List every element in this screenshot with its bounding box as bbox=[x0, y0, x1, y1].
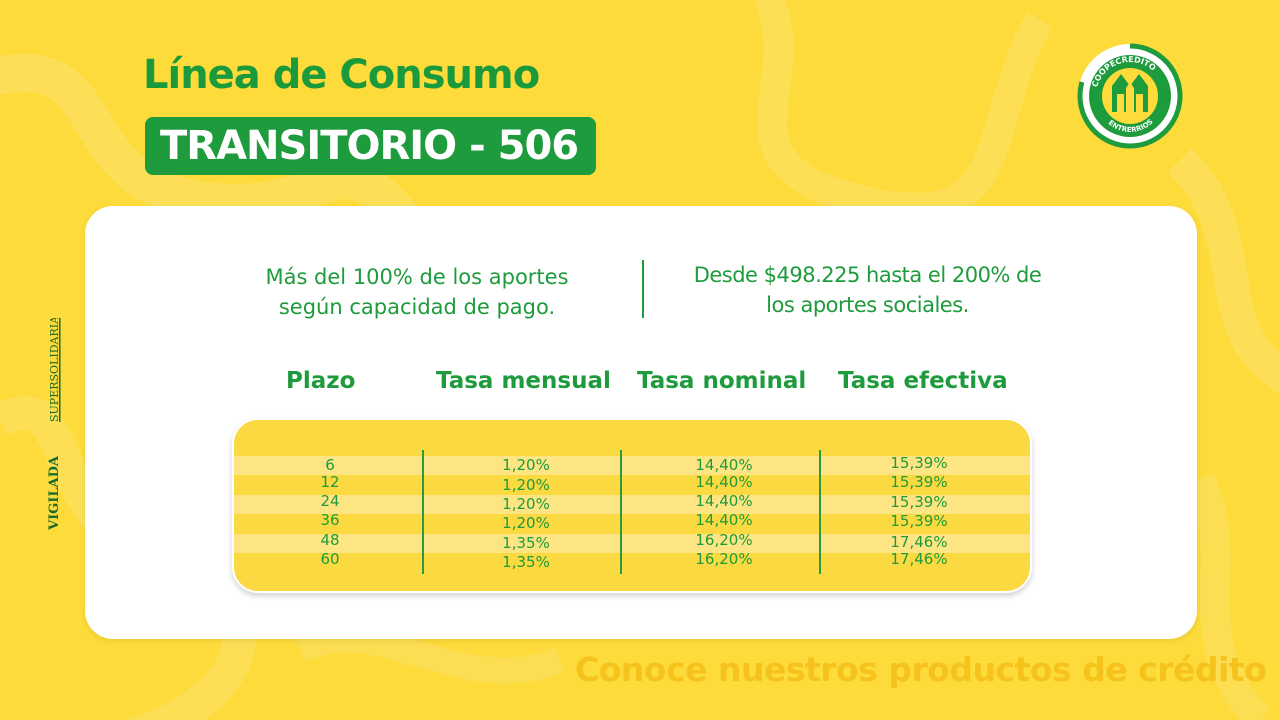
cell-nominal: 14,40% bbox=[695, 473, 753, 491]
table-column-divider bbox=[819, 450, 821, 574]
cell-mensual: 1,35% bbox=[502, 534, 550, 552]
cell-efectiva: 15,39% bbox=[890, 473, 948, 491]
cell-mensual: 1,20% bbox=[502, 456, 550, 474]
vigilada-text: VIGILADA bbox=[47, 455, 62, 530]
info-right-line1: Desde $498.225 hasta el 200% de bbox=[693, 263, 1042, 287]
product-code-title: TRANSITORIO - 506 bbox=[160, 123, 579, 169]
info-left-line1: Más del 100% de los aportes bbox=[265, 265, 569, 289]
cell-plazo: 6 bbox=[325, 456, 335, 474]
page-title: Línea de Consumo bbox=[143, 52, 540, 98]
header-tasa-nominal: Tasa nominal bbox=[637, 368, 807, 394]
cell-efectiva: 15,39% bbox=[890, 454, 948, 472]
cell-mensual: 1,20% bbox=[502, 476, 550, 494]
table-column-divider bbox=[620, 450, 622, 574]
cell-efectiva: 15,39% bbox=[890, 493, 948, 511]
info-left-line2: según capacidad de pago. bbox=[278, 295, 556, 319]
cell-plazo: 24 bbox=[320, 492, 340, 510]
info-divider bbox=[642, 260, 644, 318]
cell-nominal: 14,40% bbox=[695, 492, 753, 510]
cell-mensual: 1,20% bbox=[502, 514, 550, 532]
cell-plazo: 60 bbox=[320, 550, 340, 568]
cell-nominal: 16,20% bbox=[695, 531, 753, 549]
coopecredito-logo-icon: COOPECREDITO ENTRERRIOS bbox=[1077, 43, 1183, 149]
header-tasa-mensual: Tasa mensual bbox=[436, 368, 611, 394]
footer-tagline: Conoce nuestros productos de crédito bbox=[575, 650, 1267, 689]
table-stripe bbox=[234, 495, 1030, 514]
header-tasa-efectiva: Tasa efectiva bbox=[838, 368, 1008, 394]
cell-efectiva: 17,46% bbox=[890, 533, 948, 551]
info-right-line2: los aportes sociales. bbox=[766, 293, 969, 317]
cell-nominal: 16,20% bbox=[695, 550, 753, 568]
cell-plazo: 36 bbox=[320, 511, 340, 529]
vigilada-badge: VIGILADA SUPERSOLIDARIA bbox=[47, 318, 62, 530]
rates-table: 6 1,20% 14,40% 15,39% 12 1,20% 14,40% 15… bbox=[232, 418, 1032, 593]
header-plazo: Plazo bbox=[286, 368, 356, 394]
cell-nominal: 14,40% bbox=[695, 456, 753, 474]
table-column-divider bbox=[422, 450, 424, 574]
supersolidaria-text: SUPERSOLIDARIA bbox=[48, 318, 61, 422]
cell-nominal: 14,40% bbox=[695, 511, 753, 529]
cell-plazo: 12 bbox=[320, 473, 340, 491]
info-right: Desde $498.225 hasta el 200% de los apor… bbox=[690, 260, 1045, 320]
cell-efectiva: 17,46% bbox=[890, 550, 948, 568]
cell-mensual: 1,35% bbox=[502, 553, 550, 571]
table-stripe bbox=[234, 456, 1030, 475]
subtitle-pill bbox=[145, 117, 596, 175]
table-stripe bbox=[234, 534, 1030, 553]
cell-efectiva: 15,39% bbox=[890, 512, 948, 530]
info-left: Más del 100% de los aportes según capaci… bbox=[237, 262, 597, 322]
cell-plazo: 48 bbox=[320, 531, 340, 549]
cell-mensual: 1,20% bbox=[502, 495, 550, 513]
